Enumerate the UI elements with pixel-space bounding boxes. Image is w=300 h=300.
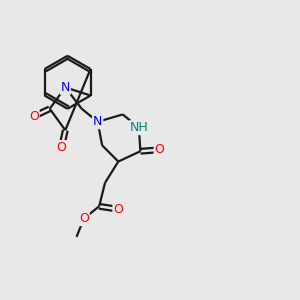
Text: N: N — [93, 115, 102, 128]
Text: O: O — [113, 203, 123, 216]
Text: O: O — [29, 110, 39, 123]
Text: O: O — [57, 141, 67, 154]
Text: N: N — [61, 81, 70, 94]
Text: O: O — [79, 212, 89, 225]
Text: NH: NH — [130, 121, 148, 134]
Text: O: O — [154, 143, 164, 156]
